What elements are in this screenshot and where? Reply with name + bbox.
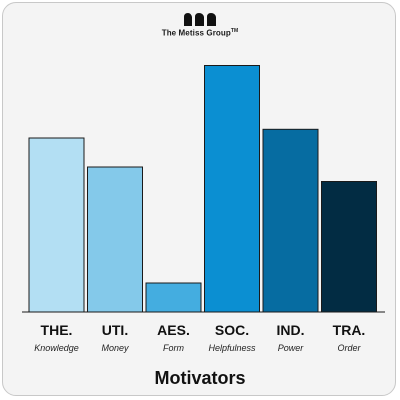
category-label: AES. bbox=[157, 322, 190, 338]
metiss-logo-icon bbox=[184, 13, 216, 26]
brand-name: The Metiss GroupTM bbox=[161, 28, 239, 38]
category-sublabel: Order bbox=[337, 343, 361, 353]
category-sublabel: Form bbox=[163, 343, 185, 353]
chart-title: Motivators bbox=[154, 368, 246, 388]
category-sublabel: Knowledge bbox=[34, 343, 79, 353]
bar-order bbox=[321, 181, 377, 313]
bar-knowledge bbox=[28, 137, 85, 313]
category-sublabel: Money bbox=[101, 343, 129, 353]
category-sublabel: Helpfulness bbox=[208, 343, 256, 353]
category-sublabel: Power bbox=[278, 343, 305, 353]
category-label: THE. bbox=[41, 322, 73, 338]
brand-header: The Metiss GroupTM bbox=[0, 12, 400, 38]
category-label: SOC. bbox=[215, 322, 249, 338]
category-label: TRA. bbox=[333, 322, 366, 338]
category-label: UTI. bbox=[102, 322, 128, 338]
bar-power bbox=[262, 128, 319, 313]
bar-form bbox=[145, 282, 202, 313]
category-label: IND. bbox=[277, 322, 305, 338]
bar-money bbox=[87, 166, 143, 313]
bar-helpfulness bbox=[204, 65, 260, 313]
